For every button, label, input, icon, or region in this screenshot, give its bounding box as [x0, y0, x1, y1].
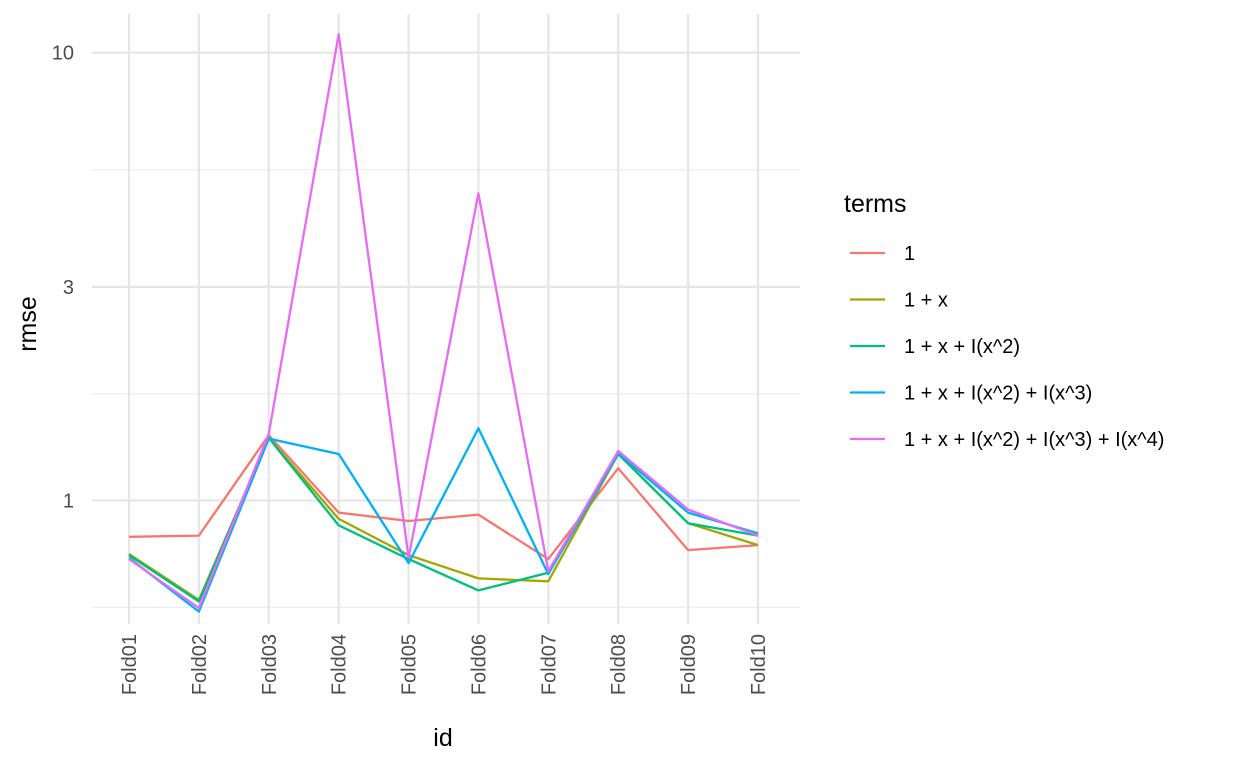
series-line	[128, 436, 759, 603]
series-lines	[128, 32, 759, 613]
x-axis-tick-labels: Fold01 Fold02 Fold03 Fold04 Fold05 Fold06 Fold…	[119, 634, 770, 695]
x-tick-label: Fold04	[329, 634, 351, 695]
legend-label: 1 + x + I(x^2) + I(x^3) + I(x^4)	[904, 429, 1164, 451]
x-tick-label: Fold09	[678, 634, 700, 695]
grid-major	[92, 14, 800, 624]
legend-items: 1 1 + x 1 + x + I(x^2) 1 + x + I(x^2) + I(x…	[850, 243, 1164, 451]
legend: terms 1 1 + x 1 + x + I(x^2) 1 + x + I(x^2)…	[844, 190, 1164, 451]
series-line	[128, 32, 759, 610]
legend-label: 1	[904, 243, 915, 265]
series-line	[128, 427, 759, 613]
legend-item: 1 + x + I(x^2) + I(x^3)	[850, 383, 1092, 405]
y-tick-label: 1	[63, 491, 74, 513]
legend-title: terms	[844, 190, 907, 218]
x-tick-label: Fold03	[259, 634, 281, 695]
x-tick-label: Fold06	[468, 634, 490, 695]
x-tick-label: Fold08	[608, 634, 630, 695]
legend-label: 1 + x + I(x^2)	[904, 336, 1020, 358]
x-tick-label: Fold05	[399, 634, 421, 695]
legend-item: 1 + x	[850, 290, 948, 312]
legend-label: 1 + x + I(x^2) + I(x^3)	[904, 383, 1092, 405]
grid-minor	[92, 169, 800, 608]
x-tick-label: Fold02	[189, 634, 211, 695]
x-axis-title: id	[433, 724, 452, 752]
y-tick-label: 3	[63, 277, 74, 299]
x-tick-label: Fold10	[748, 634, 770, 695]
x-tick-label: Fold07	[538, 634, 560, 695]
legend-item: 1	[850, 243, 915, 265]
y-axis-tick-labels: 1 3 10	[52, 43, 74, 513]
y-axis-title: rmse	[14, 296, 42, 352]
legend-label: 1 + x	[904, 290, 948, 312]
x-tick-label: Fold01	[119, 634, 141, 695]
y-tick-label: 10	[52, 43, 74, 65]
series-line	[128, 433, 759, 561]
legend-item: 1 + x + I(x^2)	[850, 336, 1020, 358]
legend-item: 1 + x + I(x^2) + I(x^3) + I(x^4)	[850, 429, 1164, 451]
